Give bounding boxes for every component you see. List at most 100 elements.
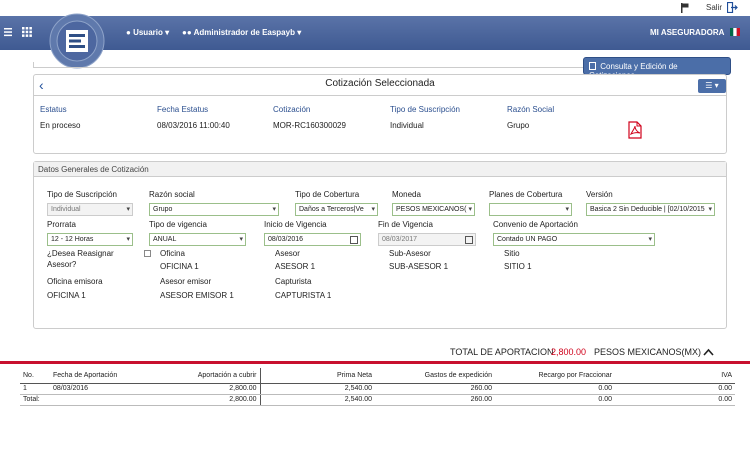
cell-total-label: Total:	[20, 394, 50, 406]
total-aportacion-amount: 2,800.00	[551, 347, 587, 357]
cell-total-aportacion: 2,800.00	[155, 394, 261, 406]
asesor-emisor-value: ASESOR EMISOR 1	[160, 291, 234, 300]
col-header-iva: IVA	[615, 368, 735, 384]
total-aportacion-label: TOTAL DE APORTACION	[450, 347, 554, 357]
selected-quote-panel: ‹ Cotización Seleccionada ☰ ▾ Estatus Fe…	[33, 74, 727, 154]
user-icon: ●	[126, 28, 131, 37]
inicio-vigencia-input[interactable]: 08/03/2016	[264, 233, 361, 246]
fin-vigencia-input[interactable]: 08/03/2017	[378, 233, 476, 246]
user-menu[interactable]: ● Usuario ▾	[126, 28, 170, 37]
cotizacion-value: MOR-RC160300029	[273, 121, 346, 130]
users-icon: ●●	[182, 28, 192, 37]
chevron-down-icon: ▾	[297, 28, 302, 37]
mexico-flag-icon	[730, 28, 740, 36]
convenio-select[interactable]: Contado UN PAGO ▾	[493, 233, 655, 246]
planes-label: Planes de Cobertura	[489, 190, 563, 199]
version-select[interactable]: Basica 2 Sin Deducible | [02/10/2015 ▾	[586, 203, 715, 216]
aportaciones-table: No. Fecha de Aportación Aportación a cub…	[20, 368, 735, 406]
sitio-label: Sitio	[504, 249, 520, 258]
version-label: Versión	[586, 190, 613, 199]
asesor-emisor-label: Asesor emisor	[160, 277, 212, 286]
menu-icon[interactable]	[4, 27, 12, 37]
top-bar: Salir	[0, 0, 750, 16]
tipo-suscripcion-value: Individual	[390, 121, 424, 130]
cell-gastos: 260.00	[375, 383, 495, 395]
reasignar-asesor-label: ¿Desea Reasignar Asesor?	[47, 249, 114, 269]
fin-vigencia-label: Fin de Vigencia	[378, 220, 433, 229]
tipo-suscripcion-label: Tipo de Suscripción	[390, 105, 460, 114]
document-icon	[589, 62, 596, 70]
chevron-down-icon: ▾	[126, 236, 130, 243]
oficina-emisora-value: OFICINA 1	[47, 291, 86, 300]
moneda-select[interactable]: PESOS MEXICANOS(▾	[392, 203, 475, 216]
chevron-down-icon: ▾	[126, 206, 130, 213]
general-data-panel: Datos Generales de Cotización Tipo de Su…	[33, 161, 727, 329]
calendar-icon[interactable]	[350, 236, 358, 244]
chevron-down-icon: ▾	[272, 206, 276, 213]
chevron-down-icon: ▾	[371, 206, 375, 213]
oficina-emisora-label: Oficina emisora	[47, 277, 103, 286]
flag-icon[interactable]	[680, 3, 690, 13]
back-arrow-icon[interactable]: ‹	[39, 77, 44, 93]
exit-icon[interactable]	[727, 2, 738, 13]
admin-menu[interactable]: ●● Administrador de Easpayb ▾	[182, 28, 302, 37]
estatus-value: En proceso	[40, 121, 81, 130]
prorrata-select[interactable]: 12 - 12 Horas ▾	[47, 233, 133, 246]
razon-social-label: Razón Social	[507, 105, 555, 114]
asesor-label: Asesor	[275, 249, 300, 258]
chevron-down-icon: ▾	[708, 206, 712, 213]
apps-grid-icon[interactable]	[22, 27, 32, 37]
options-menu-button[interactable]: ☰ ▾	[698, 79, 726, 93]
col-header-aportacion: Aportación a cubrir	[155, 368, 261, 384]
table-row[interactable]: 1 08/03/2016 2,800.00 2,540.00 260.00 0.…	[20, 383, 735, 395]
table-header-row: No. Fecha de Aportación Aportación a cub…	[20, 368, 735, 384]
convenio-label: Convenio de Aportación	[493, 220, 578, 229]
chevron-down-icon: ▾	[239, 236, 243, 243]
cell-recargo: 0.00	[495, 383, 615, 395]
cell-aportacion: 2,800.00	[155, 383, 261, 395]
cell-total-fecha	[50, 394, 155, 406]
calendar-icon[interactable]	[465, 236, 473, 244]
oficina-label: Oficina	[160, 249, 185, 258]
chevron-up-icon[interactable]	[703, 348, 714, 356]
logout-link[interactable]: Salir	[706, 3, 723, 12]
brand-name: MI ASEGURADORA	[650, 28, 725, 37]
pdf-icon[interactable]	[628, 121, 642, 139]
cell-total-recargo: 0.00	[495, 394, 615, 406]
cell-prima-neta: 2,540.00	[260, 383, 375, 395]
table-total-row: Total: 2,800.00 2,540.00 260.00 0.00 0.0…	[20, 394, 735, 406]
cell-fecha: 08/03/2016	[50, 383, 155, 395]
fecha-estatus-label: Fecha Estatus	[157, 105, 209, 114]
tipo-cobertura-label: Tipo de Cobertura	[295, 190, 360, 199]
tipo-suscripcion-select[interactable]: Individual ▾	[47, 203, 133, 216]
tipo-vigencia-select[interactable]: ANUAL ▾	[149, 233, 246, 246]
reasignar-checkbox[interactable]	[144, 250, 151, 257]
col-header-no: No.	[20, 368, 50, 384]
razon-social-value: Grupo	[507, 121, 530, 130]
consulta-edicion-button[interactable]: Consulta y Edición de Cotizaciones	[583, 57, 731, 80]
capturista-label: Capturista	[275, 277, 312, 286]
subasesor-value: SUB-ASESOR 1	[389, 262, 449, 271]
cell-total-iva: 0.00	[615, 394, 735, 406]
cell-total-prima-neta: 2,540.00	[260, 394, 375, 406]
planes-select[interactable]: ▾	[489, 203, 572, 216]
fecha-estatus-value: 08/03/2016 11:00:40	[157, 121, 230, 130]
razon-social-select[interactable]: Grupo ▾	[149, 203, 279, 216]
subasesor-label: Sub-Asesor	[389, 249, 431, 258]
panel-header: Datos Generales de Cotización	[34, 162, 726, 177]
col-header-recargo: Recargo por Fraccionar	[495, 368, 615, 384]
tipo-vigencia-label: Tipo de vigencia	[149, 220, 207, 229]
chevron-down-icon: ▾	[565, 206, 569, 213]
chevron-down-icon: ▾	[468, 206, 472, 213]
prorrata-label: Prorrata	[47, 220, 76, 229]
sitio-value: SITIO 1	[504, 262, 532, 271]
capturista-value: CAPTURISTA 1	[275, 291, 332, 300]
col-header-fecha: Fecha de Aportación	[50, 368, 155, 384]
divider-line	[0, 361, 750, 364]
panel-title: Cotización Seleccionada	[325, 78, 435, 89]
col-header-gastos: Gastos de expedición	[375, 368, 495, 384]
chevron-down-icon: ▾	[165, 28, 170, 37]
tipo-cobertura-select[interactable]: Daños a Terceros|Ve ▾	[295, 203, 378, 216]
cotizacion-label: Cotización	[273, 105, 311, 114]
asesor-value: ASESOR 1	[275, 262, 316, 271]
